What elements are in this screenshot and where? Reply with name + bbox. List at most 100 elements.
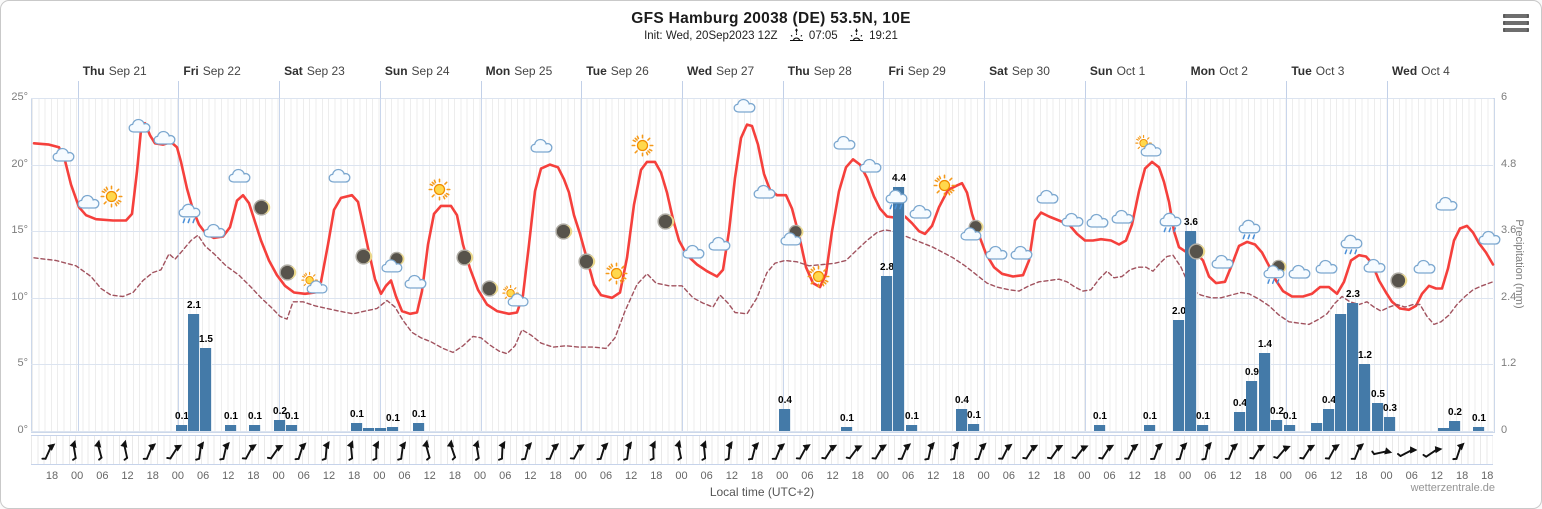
time-tick-label: 12 [423, 470, 436, 482]
wind-arrow [891, 438, 915, 467]
sun-icon [100, 185, 123, 213]
time-tick-label: 06 [599, 470, 613, 482]
wind-arrow [1370, 438, 1394, 467]
time-tick-label: 00 [1279, 470, 1292, 482]
wind-arrow [1445, 438, 1469, 467]
wind-arrow [589, 438, 613, 467]
time-tick-label: 06 [96, 470, 109, 482]
wind-arrow [1218, 438, 1242, 467]
wind-arrow [564, 438, 588, 467]
time-tick-label: 12 [1229, 470, 1242, 482]
moon-icon [554, 222, 573, 246]
cloud-icon [832, 134, 857, 156]
day-of-week: Mon [485, 64, 511, 78]
day-of-week: Wed [687, 64, 713, 78]
precip-bar-label: 3.6 [1184, 217, 1198, 229]
day-separator [178, 98, 180, 431]
moon-icon [354, 247, 373, 271]
wind-arrow [1193, 438, 1217, 467]
precip-bar [249, 425, 261, 431]
time-tick-label: 18 [1254, 470, 1267, 482]
time-tick-label: 00 [776, 470, 789, 482]
sun-icon [428, 178, 451, 206]
time-tick-label: 06 [1103, 470, 1116, 482]
precip-axis-label: 4.8 [1501, 157, 1517, 170]
day-of-week: Tue [1291, 64, 1312, 78]
day-header-tick [480, 81, 482, 98]
precip-axis-label: 0 [1501, 424, 1508, 436]
time-tick-label: 12 [1027, 470, 1041, 482]
watermark: wetterzentrale.de [1410, 482, 1495, 494]
day-header-tick [178, 81, 180, 98]
day-header-tick [77, 81, 79, 98]
time-tick-label: 12 [725, 470, 738, 482]
precip-bar-label: 0.1 [1143, 411, 1157, 423]
precip-bar [1259, 353, 1271, 431]
time-tick-label: 06 [901, 470, 915, 482]
time-tick-label: 18 [750, 470, 764, 482]
day-of-week: Thu [82, 64, 105, 78]
cloud-icon [858, 157, 883, 179]
day-label-tue-oct3: Tue Oct 3 [1291, 64, 1345, 78]
time-tick-label: 18 [549, 470, 562, 482]
precip-bar-label: 0.4 [778, 394, 792, 406]
cloud-icon [732, 97, 757, 119]
precip-bar [968, 424, 980, 431]
cloud-icon [752, 183, 777, 205]
precip-bar [387, 427, 399, 431]
precip-bar [1473, 426, 1485, 431]
time-tick-label: 12 [1128, 470, 1141, 482]
moon-rain-icon [1262, 258, 1289, 290]
day-label-wed-oct4: Wed Oct 4 [1392, 64, 1450, 78]
hamburger-menu-icon[interactable] [1503, 14, 1529, 33]
day-label-sat-sep30: Sat Sep 30 [989, 64, 1050, 78]
precip-bar [881, 275, 893, 431]
time-tick-label: 00 [1178, 470, 1192, 482]
time-tick-label: 18 [45, 470, 59, 482]
precip-bar [1246, 381, 1258, 431]
wind-arrow [916, 438, 940, 467]
precip-bar-label: 0.1 [412, 408, 426, 420]
precip-bar [1384, 417, 1396, 431]
moon-icon [455, 248, 474, 272]
time-tick-label: 00 [675, 470, 688, 482]
precip-bar [351, 422, 363, 431]
time-tick-label: 06 [398, 470, 411, 482]
wind-arrow [488, 438, 512, 467]
gridline-0deg [31, 431, 1493, 432]
precip-bar [1347, 303, 1359, 431]
precip-bar [841, 426, 853, 431]
wind-arrow [1067, 438, 1091, 467]
wind-arrow [388, 438, 412, 467]
precip-bar-label: 0.1 [967, 410, 981, 422]
wind-arrow [1093, 438, 1117, 467]
precip-bar-label: 0.5 [1371, 389, 1385, 401]
time-tick-label: 00 [574, 470, 587, 482]
precip-bar [1197, 425, 1209, 431]
time-tick-label: 18 [1153, 470, 1167, 482]
precip-bar [1359, 364, 1371, 431]
day-separator [1387, 98, 1389, 431]
wind-arrow [463, 438, 487, 467]
cloud-icon [1477, 229, 1502, 251]
time-tick-label: 12 [1330, 470, 1343, 482]
time-tick-label: 18 [247, 470, 260, 482]
gridline-15deg [31, 231, 1493, 233]
sunrise-time: 07:05 [808, 30, 838, 42]
cloud-icon [327, 167, 352, 189]
wind-arrow [337, 438, 361, 467]
wind-arrow [312, 438, 336, 467]
day-of-week: Wed [1392, 64, 1418, 78]
sun-icon [807, 265, 830, 293]
wind-arrow [614, 438, 638, 467]
wind-arrow [35, 438, 59, 467]
gridline-10deg [31, 297, 1493, 299]
time-tick-label: 00 [1380, 470, 1393, 482]
time-tick-label: 06 [499, 470, 512, 482]
init-label: Init: Wed, 20Sep2023 12Z [644, 30, 778, 42]
precip-bar [225, 425, 237, 431]
time-tick-label: 18 [952, 470, 965, 482]
sunset-icon [849, 28, 863, 42]
day-label-fri-sep22: Fri Sep 22 [183, 64, 241, 78]
